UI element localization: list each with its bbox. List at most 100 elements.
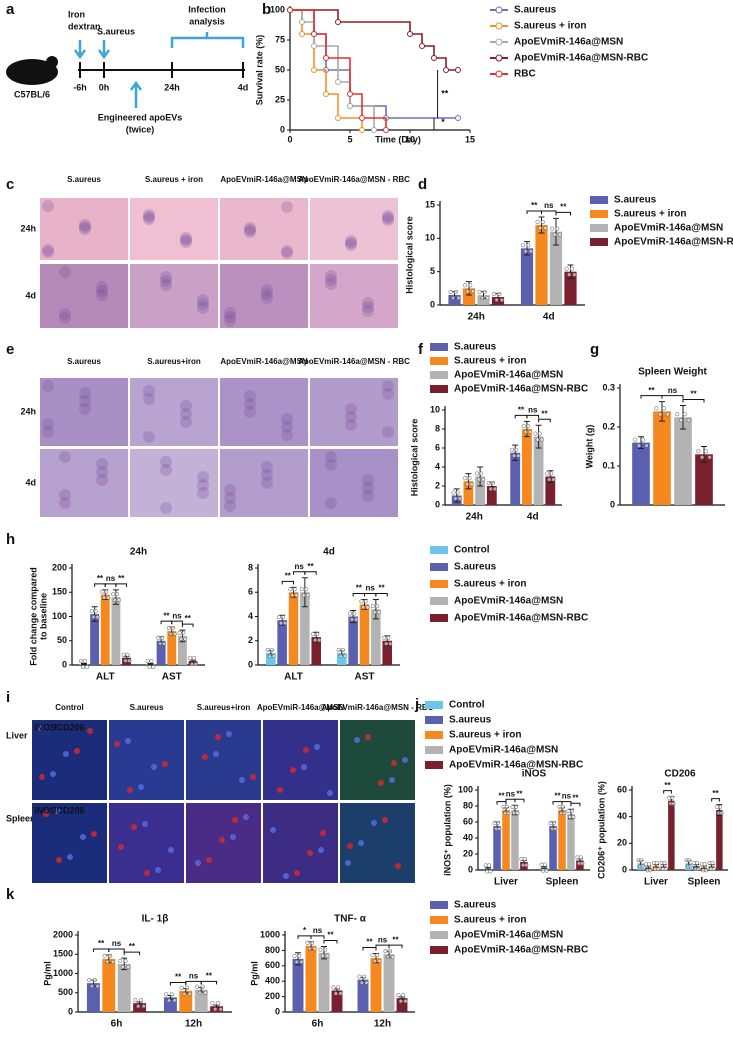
micrograph [220,378,308,446]
data-dot [504,804,509,810]
data-dot [457,496,462,501]
data-dot [686,418,691,423]
legend-label: S.aureus + iron [449,730,522,741]
data-dot [477,289,482,295]
micrograph-texture [160,456,172,468]
micrograph-texture [79,403,91,415]
x-tick-label: 4d [543,312,555,323]
image-column-label: S.aureus+iron [147,357,201,366]
micrograph [186,803,261,883]
micrograph-texture [345,239,357,251]
legend-swatch [430,916,448,924]
survival-curve [290,9,375,130]
micrograph-texture [180,232,192,244]
bar [521,429,532,505]
data-dot [305,940,310,945]
panel-label: f [418,341,424,358]
micrograph-texture [239,777,245,783]
y-tick-label: 0.1 [602,460,615,470]
x-tick-label: 15 [465,134,475,144]
data-dot [654,860,659,866]
legend-label: S.aureus [614,195,657,206]
micrograph-texture [325,459,337,471]
x-tick-label: Liver [644,877,668,888]
data-dot [312,946,317,951]
survival-point [443,67,449,73]
data-dot [481,477,486,482]
significance-bracket [185,980,202,985]
legend-swatch [430,371,448,379]
data-dot [170,626,175,631]
significance-bracket [570,802,581,807]
significance-label: ** [664,781,671,790]
bar [674,417,692,505]
micrograph [310,264,398,328]
data-dot [567,272,572,277]
image-row-label: 24h [20,223,36,233]
legend-swatch [425,716,443,724]
data-dot [637,443,642,448]
micrograph [220,449,308,517]
significance-label: ** [285,572,292,581]
significance-bracket [538,418,551,423]
micrograph-texture [160,275,172,287]
data-dot [299,959,304,964]
significance-bracket [375,944,390,949]
survival-curve [290,9,458,71]
data-dot [348,611,353,616]
micrograph [40,449,128,517]
legend-label: S.aureus + iron [454,356,527,367]
data-dot [448,289,453,295]
significance-label: ns [189,971,199,980]
data-dot [265,647,270,652]
error-bar [538,216,545,234]
micrograph-texture [79,395,91,407]
data-dot [121,652,126,657]
data-dot [528,429,533,435]
micrograph-texture [261,288,273,300]
micrograph-texture [79,387,91,399]
analysis-label: analysis [189,16,225,26]
data-dot [633,437,638,442]
data-dot [169,992,174,997]
data-dot [294,593,299,598]
bar [567,814,575,870]
data-dot [123,658,128,663]
error-bar [190,659,197,663]
data-dot [179,636,184,641]
data-dot [662,860,667,866]
micrograph-texture [144,870,150,876]
legend-swatch [425,701,443,709]
micrograph-texture [290,767,296,773]
micrograph-texture [143,211,155,223]
data-dot [463,283,468,288]
significance-bracket [682,399,705,403]
survival-point [311,67,317,73]
micrograph-texture [138,784,144,790]
micrograph-texture [244,222,256,234]
y-tick-label: 15 [425,199,435,209]
micrograph-texture [43,811,49,817]
data-dot [79,658,84,664]
legend-swatch [430,357,448,365]
data-dot [390,955,395,960]
data-dot [168,632,173,637]
bar [475,476,486,505]
micrograph [130,264,218,328]
data-dot [294,959,299,964]
error-bar [680,405,686,430]
micrograph-texture [358,840,364,846]
data-dot [515,810,520,816]
micrograph-texture [226,731,232,737]
survival-point [311,43,317,49]
y-tick-label: 2 [435,480,440,490]
image-column-label: S.aureus [67,175,101,184]
data-dot [136,1004,141,1009]
data-dot [114,592,119,597]
y-tick-label: 10 [430,404,440,414]
legend-label: S.aureus [514,5,557,16]
micrograph-texture [281,429,293,441]
data-dot [569,808,574,814]
y-tick-label: 75 [275,34,285,44]
data-dot [521,423,526,429]
